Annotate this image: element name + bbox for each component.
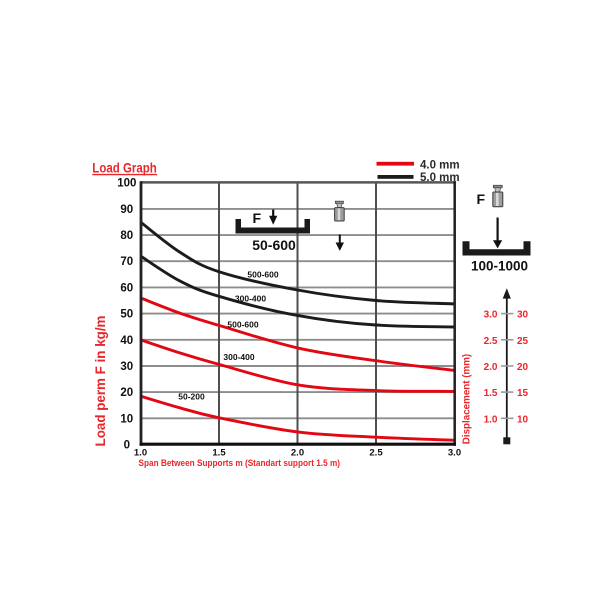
svg-text:20: 20 [120, 387, 133, 399]
svg-text:10: 10 [517, 414, 529, 425]
svg-text:F: F [253, 210, 262, 226]
svg-text:100: 100 [117, 178, 136, 190]
svg-text:2.5: 2.5 [369, 448, 383, 459]
svg-text:40: 40 [120, 335, 133, 347]
svg-text:80: 80 [120, 230, 133, 242]
svg-text:20: 20 [517, 362, 529, 373]
svg-text:30: 30 [120, 361, 133, 373]
svg-text:0: 0 [124, 440, 130, 452]
svg-text:5.0 mm: 5.0 mm [420, 172, 460, 184]
svg-text:50-200: 50-200 [178, 392, 205, 402]
svg-text:60: 60 [120, 282, 133, 294]
svg-text:1.5: 1.5 [484, 388, 498, 399]
svg-text:Load perm F in kg/m: Load perm F in kg/m [93, 315, 108, 446]
svg-text:2.0: 2.0 [484, 362, 498, 373]
svg-text:Span Between Supports m (Stand: Span Between Supports m (Standart suppor… [139, 458, 341, 468]
svg-text:25: 25 [517, 336, 529, 347]
svg-text:F: F [477, 191, 486, 207]
svg-text:70: 70 [120, 256, 133, 268]
svg-text:10: 10 [120, 413, 133, 425]
svg-text:30: 30 [517, 310, 529, 321]
svg-text:500-600: 500-600 [247, 270, 278, 280]
svg-text:90: 90 [120, 204, 133, 216]
svg-text:Load Graph: Load Graph [92, 161, 157, 176]
svg-text:Displacement (mm): Displacement (mm) [462, 354, 473, 444]
svg-text:1.0: 1.0 [134, 448, 147, 459]
svg-text:1.5: 1.5 [212, 448, 226, 459]
svg-text:100-1000: 100-1000 [471, 258, 528, 273]
svg-text:15: 15 [517, 388, 529, 399]
svg-text:500-600: 500-600 [227, 320, 258, 330]
svg-text:1.0: 1.0 [484, 414, 498, 425]
svg-text:2.0: 2.0 [291, 448, 304, 459]
svg-text:3.0: 3.0 [484, 310, 498, 321]
svg-text:50: 50 [120, 309, 133, 321]
svg-text:300-400: 300-400 [223, 352, 254, 362]
svg-text:4.0 mm: 4.0 mm [420, 159, 460, 171]
svg-text:50-600: 50-600 [252, 237, 296, 253]
svg-text:3.0: 3.0 [448, 448, 461, 459]
svg-text:2.5: 2.5 [484, 336, 498, 347]
svg-text:300-400: 300-400 [235, 294, 266, 304]
